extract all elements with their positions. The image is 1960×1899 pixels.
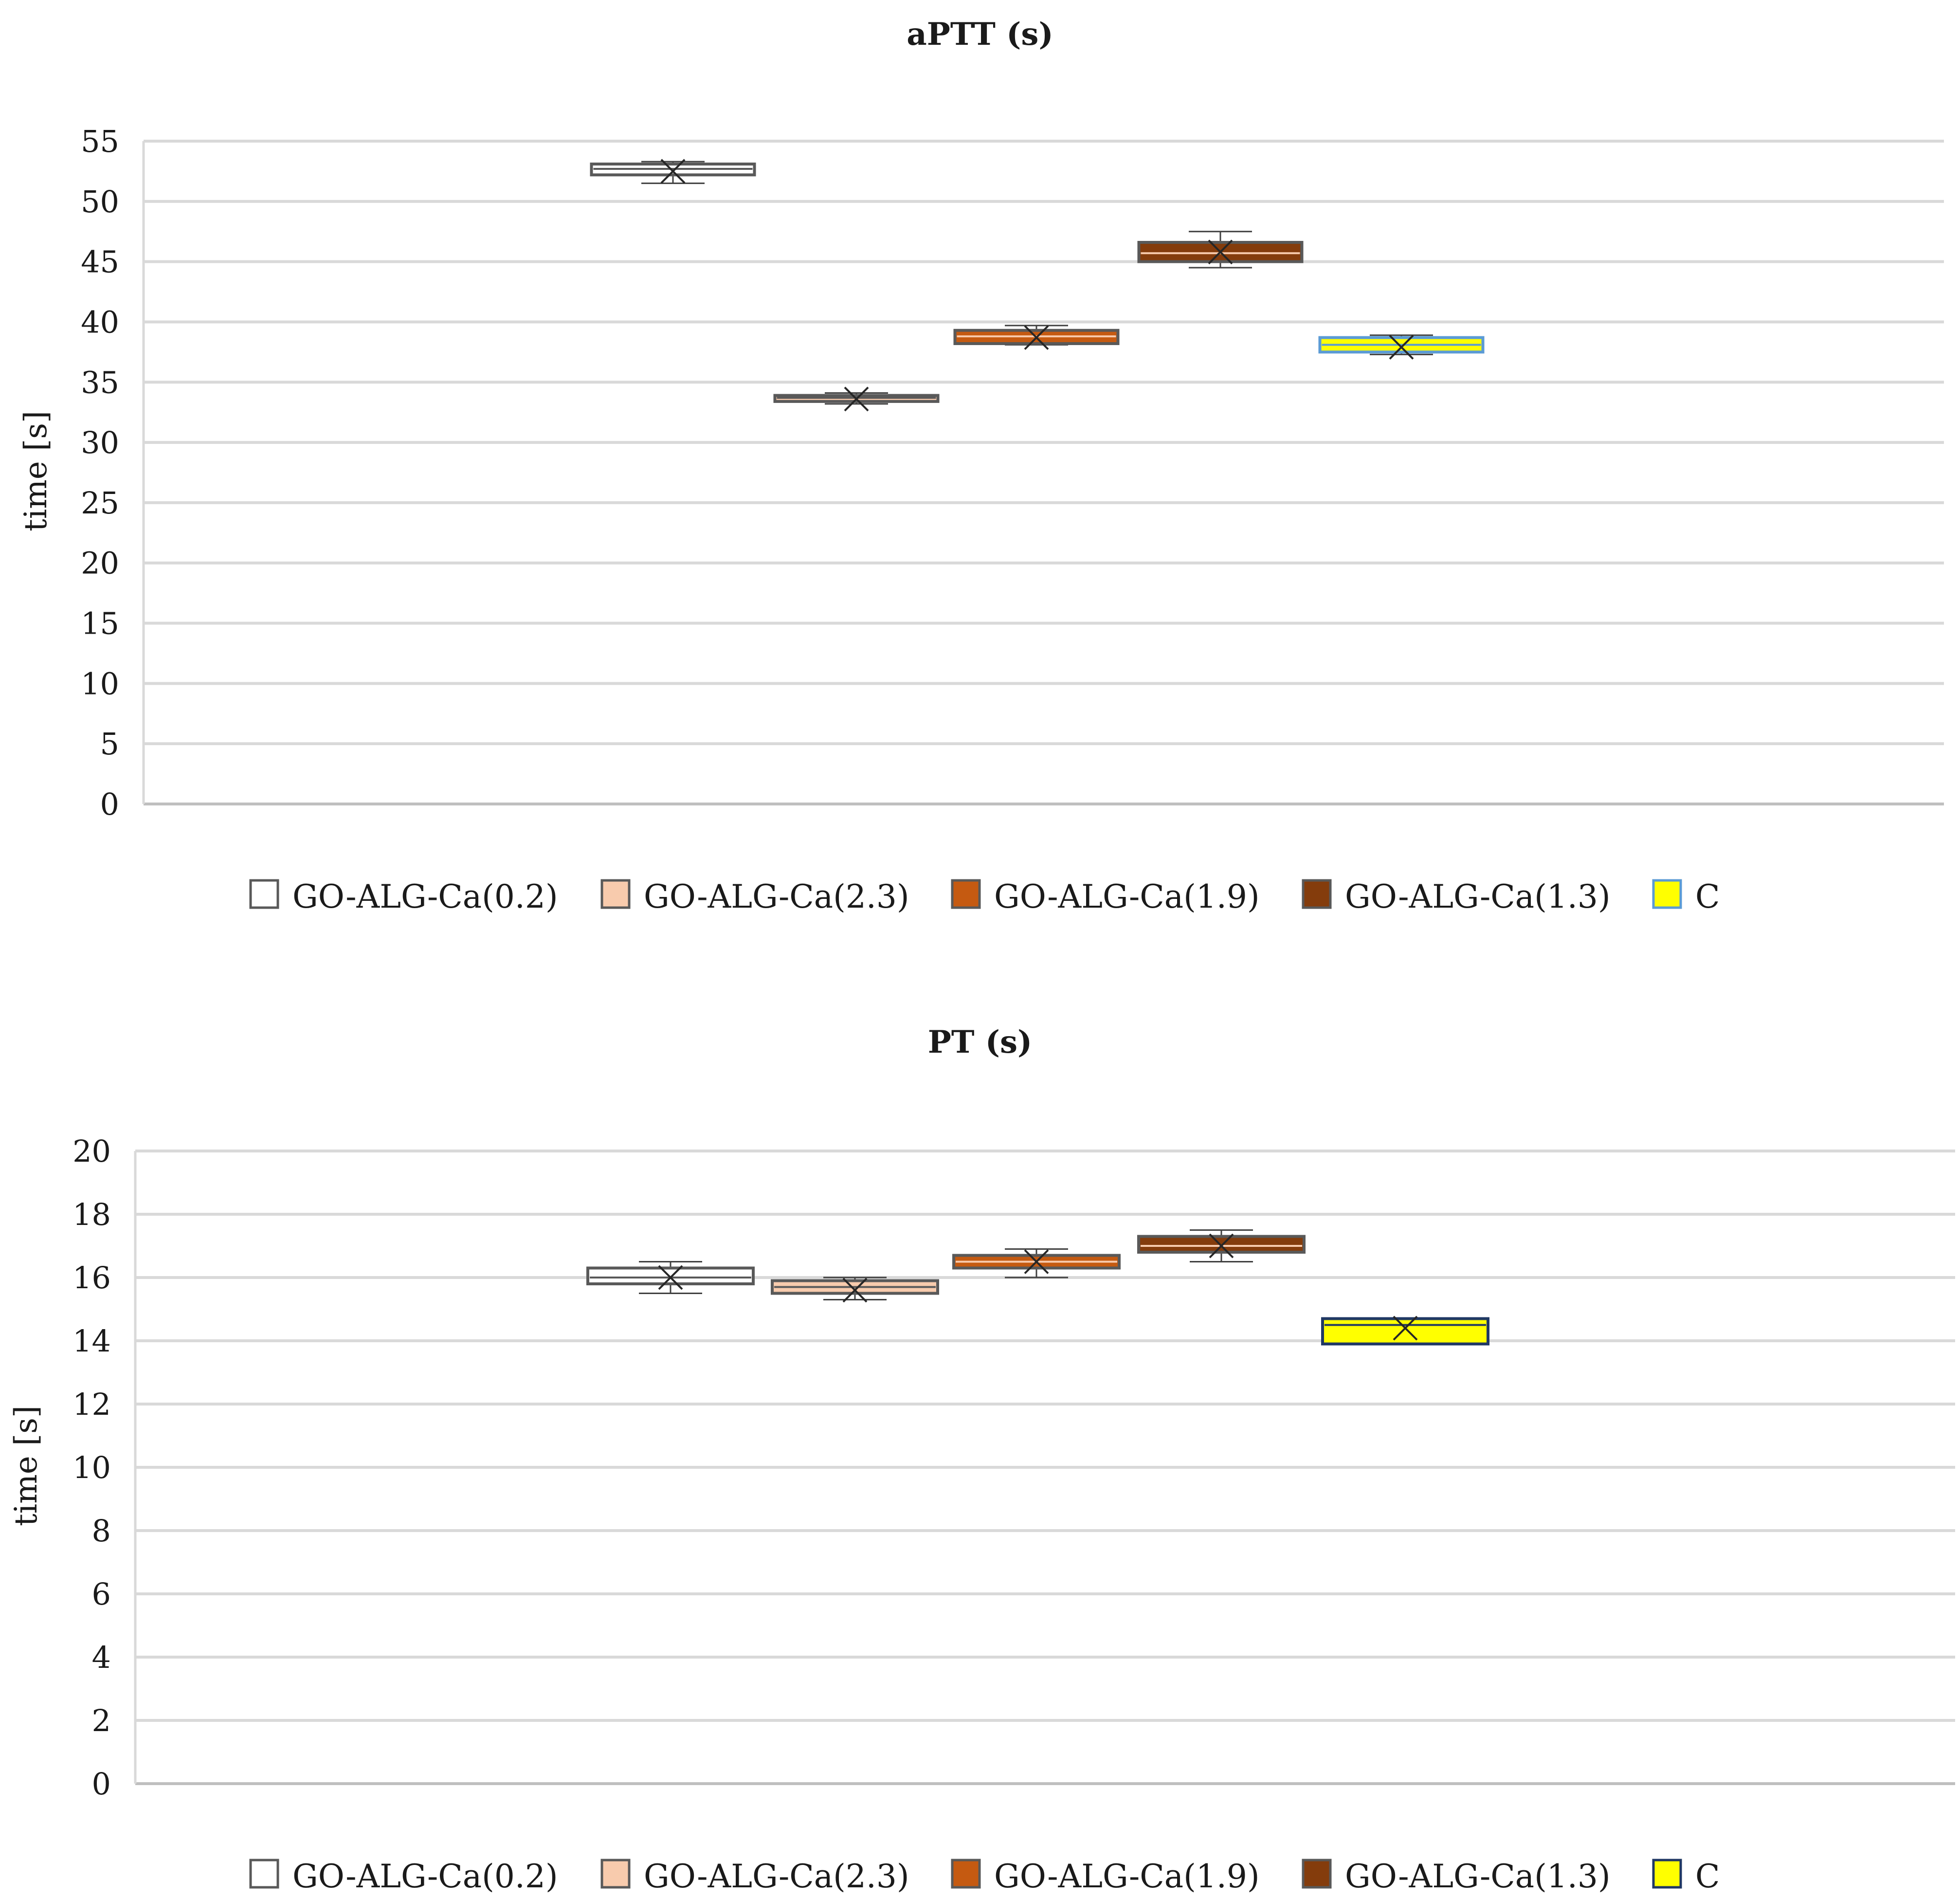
box-3 [1137, 231, 1304, 269]
y-tick-label: 0 [92, 1766, 111, 1802]
box-body [586, 1266, 755, 1285]
y-tick-label: 35 [81, 365, 119, 400]
legend-label: GO-ALG-Ca(0.2) [292, 878, 558, 915]
y-tick-label: 14 [73, 1323, 111, 1359]
chart-title: PT (s) [928, 1024, 1033, 1060]
y-tick-label: 8 [92, 1513, 111, 1549]
y-axis-label: time [s] [18, 411, 54, 531]
y-tick-label: 16 [73, 1260, 111, 1296]
chart-title: aPTT (s) [907, 16, 1053, 53]
legend-label: GO-ALG-Ca(1.3) [1345, 878, 1611, 915]
legend-swatch [951, 879, 981, 909]
legend-label: GO-ALG-Ca(1.9) [994, 878, 1260, 915]
legend-swatch [600, 879, 631, 909]
box-1 [771, 1277, 939, 1303]
grid [142, 140, 1944, 805]
y-tick-label: 30 [81, 425, 119, 460]
box-body [1137, 1235, 1306, 1254]
y-tick-label: 45 [81, 244, 119, 280]
mean-marker [1393, 1315, 1418, 1341]
legend-swatch [1652, 879, 1682, 909]
y-tick-label: 20 [81, 546, 119, 581]
grid [134, 1150, 1955, 1785]
legend-swatch [600, 1859, 631, 1889]
y-tick-label: 4 [92, 1640, 111, 1675]
y-tick-label: 2 [92, 1703, 111, 1738]
legend-swatch [249, 879, 279, 909]
box-series [586, 1229, 1489, 1346]
legend-item: GO-ALG-Ca(2.3) [600, 1858, 909, 1895]
y-tick-label: 50 [81, 184, 119, 219]
mean-marker [1208, 239, 1233, 265]
y-tick-label: 10 [73, 1450, 111, 1485]
pt-chart: PT (s) 0 2 4 6 8 10 12 14 16 18 20 time [s] GO-ALG… [8, 1024, 1955, 1895]
legend-swatch [951, 1859, 981, 1889]
legend-label: GO-ALG-Ca(1.3) [1345, 1858, 1611, 1895]
mean-marker [658, 1265, 683, 1290]
mean-marker [1024, 325, 1049, 350]
legend-swatch [1652, 1859, 1682, 1889]
legend-swatch [249, 1859, 279, 1889]
y-tick-label: 55 [81, 124, 119, 159]
box-0 [586, 1261, 755, 1294]
legend: GO-ALG-Ca(0.2) GO-ALG-Ca(2.3) GO-ALG-Ca(1.… [249, 1858, 1720, 1895]
y-axis-ticks: 0 2 4 6 8 10 12 14 16 18 20 [73, 1133, 111, 1802]
y-tick-label: 18 [73, 1197, 111, 1232]
legend-label: GO-ALG-Ca(0.2) [292, 1858, 558, 1895]
legend-item: GO-ALG-Ca(1.3) [1302, 878, 1611, 915]
mean-marker [844, 386, 869, 412]
y-axis-ticks: 0 5 10 15 20 25 30 35 40 45 50 55 [81, 124, 119, 822]
box-2 [952, 1248, 1121, 1278]
legend-item: GO-ALG-Ca(2.3) [600, 878, 909, 915]
mean-marker [1024, 1249, 1049, 1274]
y-tick-label: 5 [100, 726, 119, 762]
box-0 [590, 159, 756, 184]
box-4 [1321, 1315, 1489, 1346]
y-tick-label: 6 [92, 1576, 111, 1612]
legend-item: GO-ALG-Ca(0.2) [249, 878, 558, 915]
y-tick-label: 10 [81, 666, 119, 701]
legend-swatch [1302, 1859, 1332, 1889]
box-1 [773, 386, 940, 412]
aptt-chart: aPTT (s) 0 5 10 15 20 25 30 35 40 45 50 55 time [s]… [18, 16, 1944, 915]
legend-label: C [1695, 878, 1720, 915]
y-tick-label: 12 [73, 1387, 111, 1422]
legend-item: C [1652, 878, 1720, 915]
legend-item: GO-ALG-Ca(1.9) [951, 1858, 1260, 1895]
mean-marker [1209, 1233, 1234, 1259]
legend-label: GO-ALG-Ca(2.3) [644, 1858, 909, 1895]
legend-item: C [1652, 1858, 1720, 1895]
mean-marker [1389, 335, 1414, 360]
legend-label: GO-ALG-Ca(1.9) [994, 1858, 1260, 1895]
box-3 [1137, 1229, 1306, 1262]
y-tick-label: 0 [100, 786, 119, 822]
mean-marker [842, 1278, 868, 1303]
y-tick-label: 20 [73, 1133, 111, 1169]
y-tick-label: 25 [81, 485, 119, 521]
legend-label: C [1695, 1858, 1720, 1895]
y-tick-label: 40 [81, 304, 119, 340]
box-series [590, 159, 1485, 412]
box-4 [1318, 334, 1485, 360]
y-axis-label: time [s] [8, 1406, 44, 1526]
box-body [1321, 1317, 1489, 1346]
legend: GO-ALG-Ca(0.2) GO-ALG-Ca(2.3) GO-ALG-Ca(1.… [249, 878, 1720, 915]
legend-swatch [1302, 879, 1332, 909]
legend-item: GO-ALG-Ca(1.3) [1302, 1858, 1611, 1895]
y-tick-label: 15 [81, 606, 119, 641]
legend-item: GO-ALG-Ca(1.9) [951, 878, 1260, 915]
legend-label: GO-ALG-Ca(2.3) [644, 878, 909, 915]
legend-item: GO-ALG-Ca(0.2) [249, 1858, 558, 1895]
mean-marker [660, 159, 686, 184]
box-2 [953, 325, 1120, 350]
